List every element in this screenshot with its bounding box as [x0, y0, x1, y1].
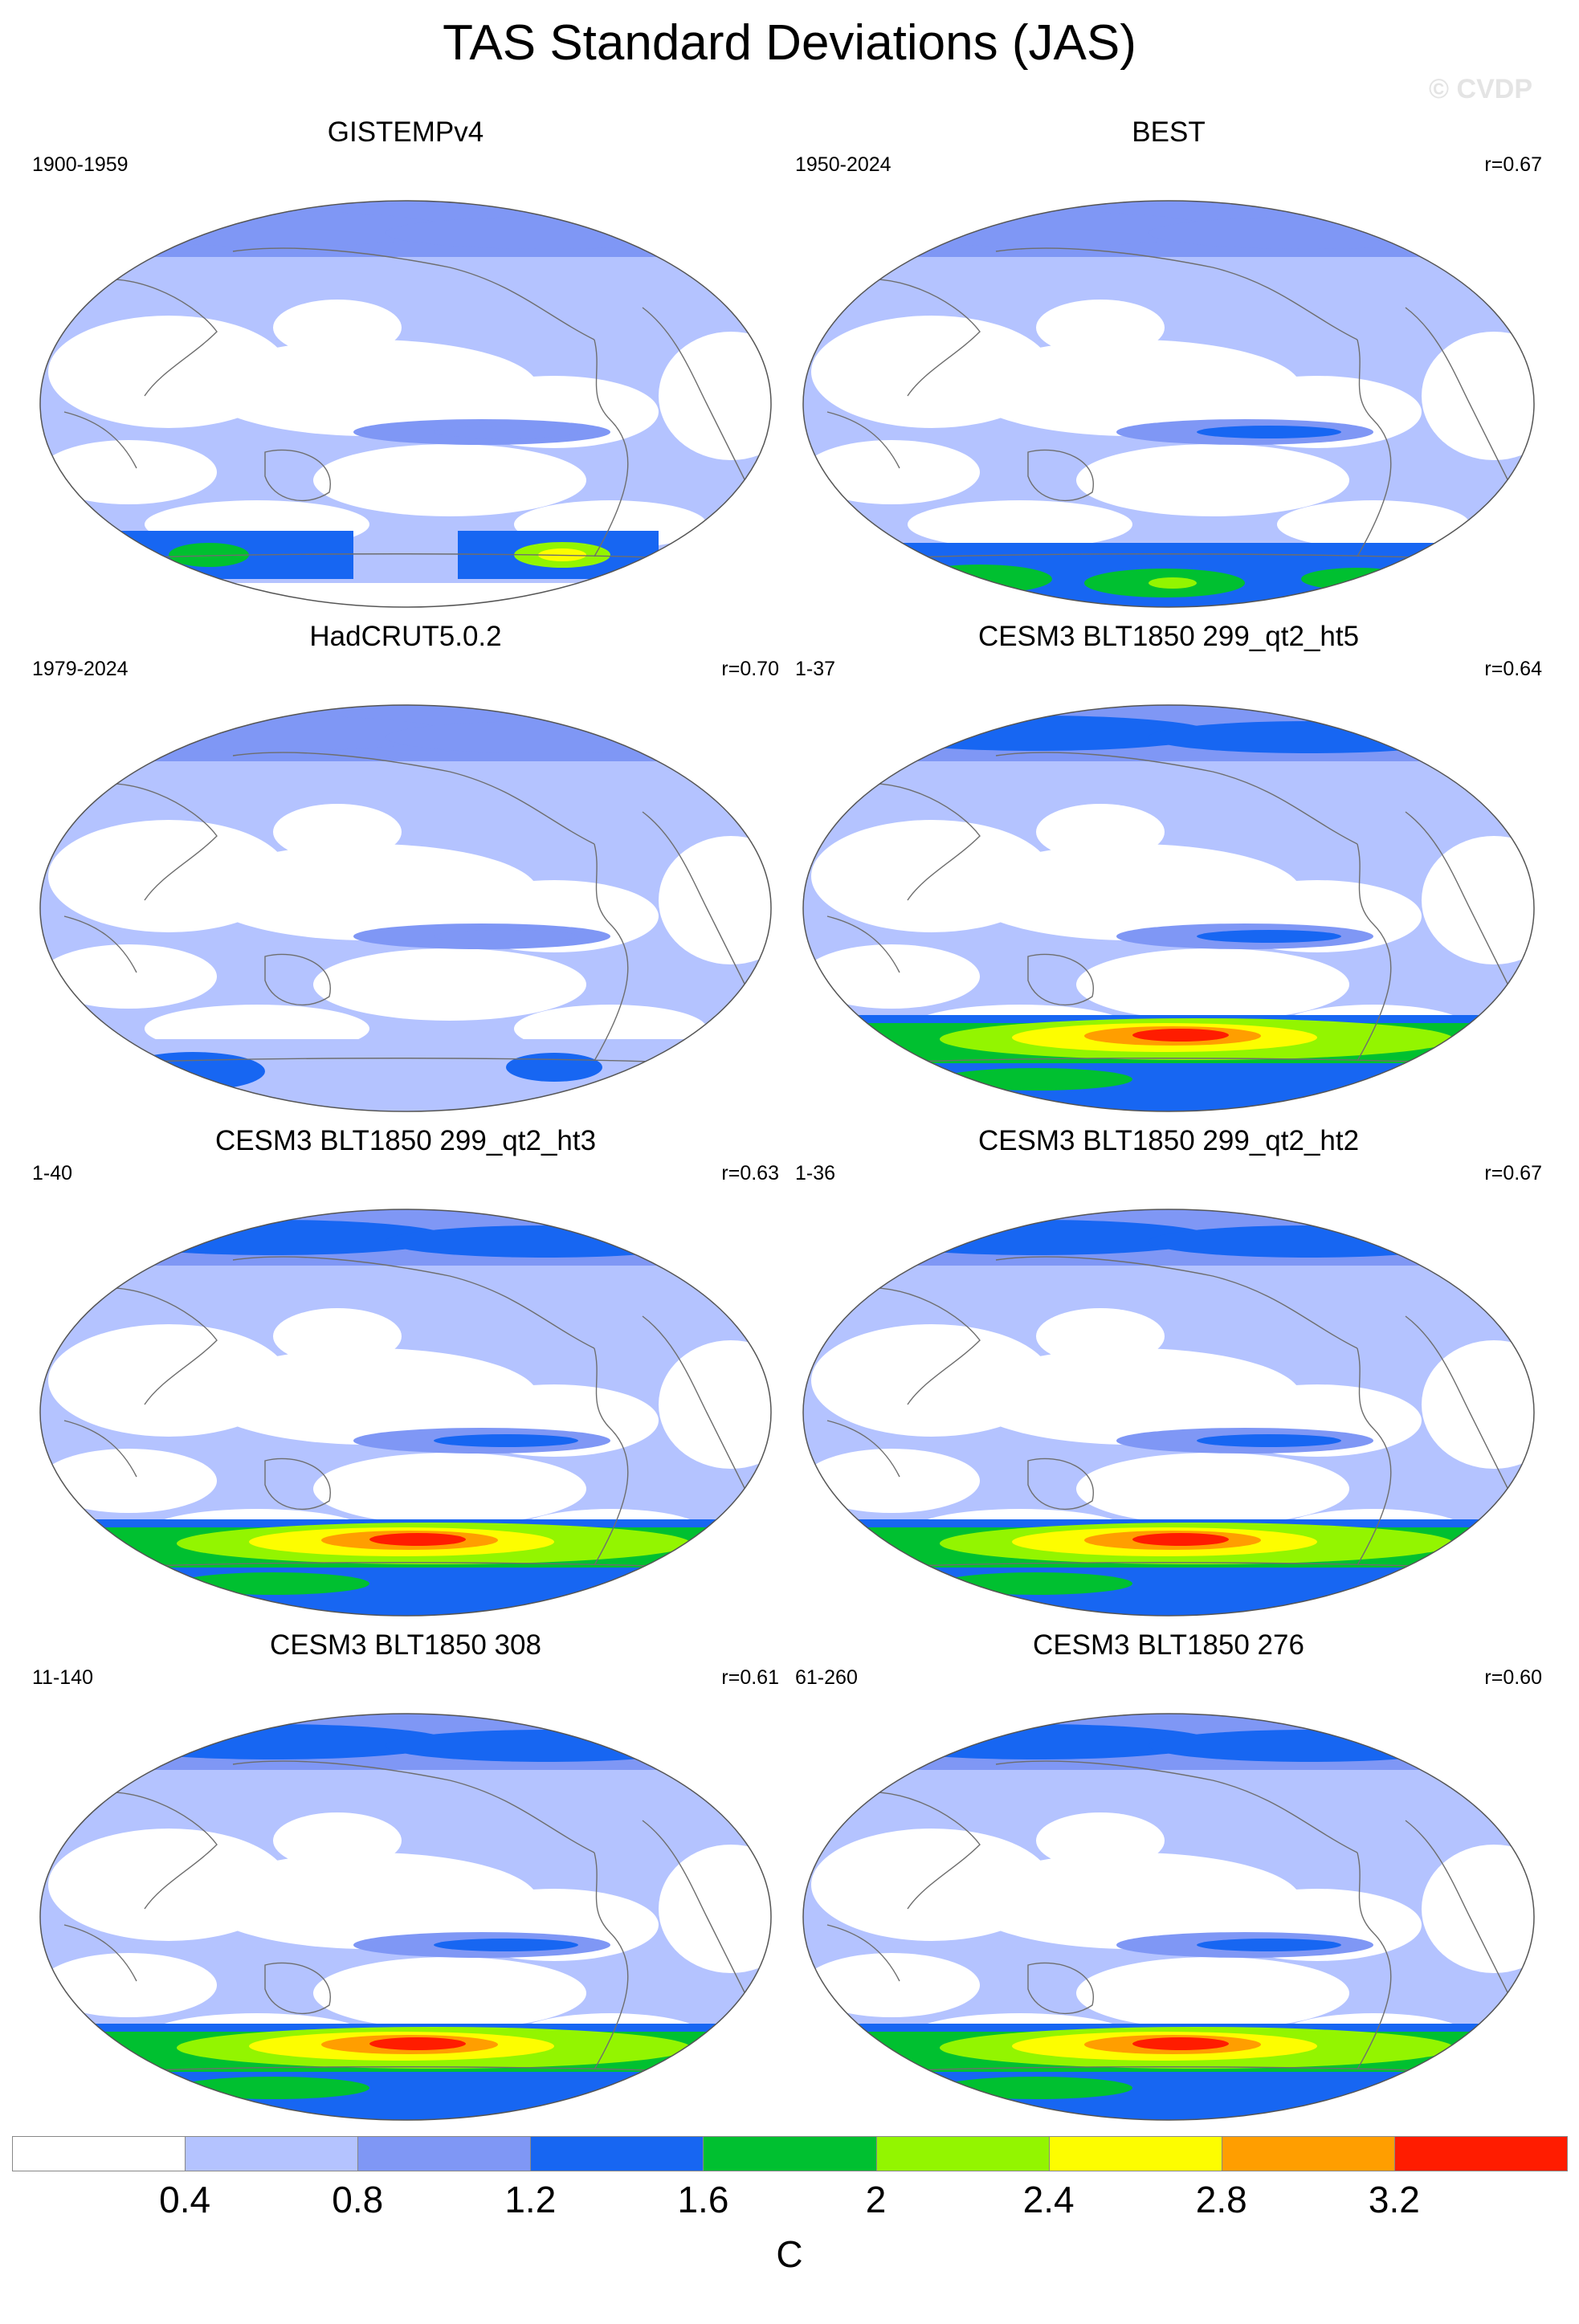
colorbar-swatch [703, 2136, 877, 2171]
panel-period: 61-260 [795, 1666, 858, 1689]
panel-period: 1979-2024 [32, 658, 129, 680]
map-panel: BEST 1950-2024 r=0.67 [795, 116, 1542, 614]
panel-title: CESM3 BLT1850 299_qt2_ht2 [977, 1125, 1360, 1156]
colorbar-unit-label: C [776, 2233, 803, 2275]
panel-title: CESM3 BLT1850 299_qt2_ht3 [214, 1125, 597, 1156]
panel-correlation: r=0.60 [1484, 1666, 1542, 1689]
colorbar-tick-label: 0.8 [332, 2179, 384, 2220]
colorbar-tick-label: 2 [865, 2179, 887, 2220]
map-panel: CESM3 BLT1850 308 11-140 r=0.61 [32, 1629, 779, 2127]
figure-title: TAS Standard Deviations (JAS) [443, 15, 1136, 71]
colorbar-tick-label: 2.8 [1195, 2179, 1247, 2220]
panel-correlation: r=0.67 [1484, 1162, 1542, 1184]
panel-period: 11-140 [32, 1666, 93, 1689]
map-border [802, 200, 1535, 608]
colorbar-swatch [1393, 2136, 1568, 2171]
panel-title: HadCRUT5.0.2 [309, 621, 502, 652]
panel-period: 1900-1959 [32, 153, 129, 176]
colorbar-swatch [357, 2136, 532, 2171]
colorbar-tick-label: 0.4 [159, 2179, 211, 2220]
map-border [802, 704, 1535, 1112]
map-border [802, 1209, 1535, 1617]
colorbar-tick-label: 1.6 [677, 2179, 729, 2220]
colorbar-swatch [530, 2136, 704, 2171]
robinson-map [39, 1209, 772, 1617]
map-border [802, 1713, 1535, 2121]
robinson-map [802, 200, 1535, 608]
robinson-map [802, 1713, 1535, 2121]
map-border [39, 200, 772, 608]
panel-correlation: r=0.61 [721, 1666, 779, 1689]
panel-title: CESM3 BLT1850 299_qt2_ht5 [977, 621, 1360, 652]
map-panel: CESM3 BLT1850 276 61-260 r=0.60 [795, 1629, 1542, 2127]
panel-correlation: r=0.70 [721, 658, 779, 680]
map-panel: GISTEMPv4 1900-1959 [32, 116, 779, 614]
map-panel: CESM3 BLT1850 299_qt2_ht3 1-40 r=0.63 [32, 1125, 779, 1623]
map-panel: CESM3 BLT1850 299_qt2_ht5 1-37 r=0.64 [795, 621, 1542, 1119]
map-border [39, 1713, 772, 2121]
cvdp-watermark: © CVDP [1429, 74, 1532, 104]
map-border [39, 1209, 772, 1617]
panel-title: BEST [1132, 116, 1206, 148]
colorbar-swatch [12, 2136, 186, 2171]
panel-period: 1-37 [795, 658, 836, 680]
robinson-map [39, 704, 772, 1112]
panel-correlation: r=0.67 [1484, 153, 1542, 176]
panel-title: CESM3 BLT1850 308 [270, 1629, 541, 1661]
panel-correlation: r=0.63 [721, 1162, 779, 1184]
colorbar-swatch [1048, 2136, 1222, 2171]
panel-correlation: r=0.64 [1484, 658, 1542, 680]
map-panel: CESM3 BLT1850 299_qt2_ht2 1-36 r=0.67 [795, 1125, 1542, 1623]
colorbar-swatch [185, 2136, 359, 2171]
robinson-map [802, 704, 1535, 1112]
panel-title: CESM3 BLT1850 276 [1033, 1629, 1304, 1661]
panel-period: 1-40 [32, 1162, 73, 1184]
map-panel: HadCRUT5.0.2 1979-2024 r=0.70 [32, 621, 779, 1119]
panel-period: 1950-2024 [795, 153, 892, 176]
colorbar-tick-label: 2.4 [1022, 2179, 1075, 2220]
panel-title: GISTEMPv4 [327, 116, 484, 148]
robinson-map [39, 200, 772, 608]
colorbar-swatch [875, 2136, 1050, 2171]
panel-period: 1-36 [795, 1162, 836, 1184]
robinson-map [802, 1209, 1535, 1617]
colorbar-tick-label: 1.2 [504, 2179, 557, 2220]
colorbar-tick-label: 3.2 [1368, 2179, 1420, 2220]
colorbar [12, 2136, 1568, 2171]
robinson-map [39, 1713, 772, 2121]
map-border [39, 704, 772, 1112]
colorbar-swatch [1221, 2136, 1395, 2171]
